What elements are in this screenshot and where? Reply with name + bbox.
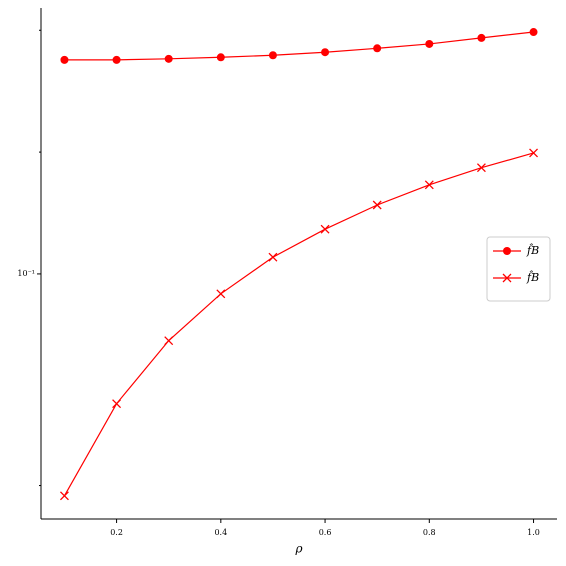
marker (529, 148, 539, 158)
marker (320, 224, 330, 234)
x-tick-label: 0.4 (214, 528, 227, 537)
marker (268, 51, 277, 60)
marker (372, 200, 382, 210)
marker (216, 53, 225, 62)
x-tick-label: 0.6 (319, 528, 332, 537)
marker (529, 28, 538, 37)
legend-label: f̂B (526, 271, 539, 284)
marker (268, 252, 278, 262)
x-tick-label: 0.8 (423, 528, 436, 537)
marker (59, 491, 69, 501)
marker (373, 44, 382, 53)
marker (476, 163, 486, 173)
series-line (63, 152, 534, 497)
marker (164, 336, 174, 346)
marker (477, 33, 486, 42)
legend-box (486, 236, 551, 302)
marker (425, 39, 434, 48)
x-tick-label: 0.2 (110, 528, 123, 537)
marker (216, 289, 226, 299)
marker (424, 180, 434, 190)
marker (60, 55, 69, 64)
marker (503, 247, 511, 255)
marker (112, 399, 122, 409)
series-line (64, 31, 534, 61)
x-axis-label: ρ (294, 542, 302, 556)
y-tick-label: 10⁻¹ (17, 269, 35, 278)
x-tick-label: 1.0 (527, 528, 540, 537)
marker (112, 55, 121, 64)
legend-label: f̂B (526, 244, 539, 257)
marker (321, 48, 330, 57)
marker (164, 54, 173, 63)
marker (502, 273, 512, 283)
